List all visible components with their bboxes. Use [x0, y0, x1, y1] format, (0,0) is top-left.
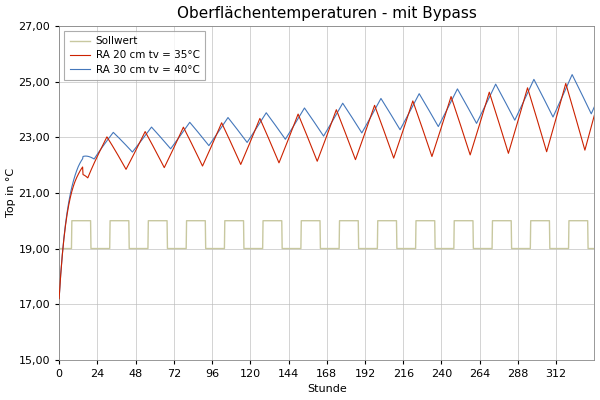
- RA 20 cm tv = 35°C: [56, 296, 63, 301]
- Line: Sollwert: Sollwert: [59, 221, 595, 248]
- RA 20 cm tv = 35°C: [419, 127, 427, 132]
- RA 30 cm tv = 40°C: [56, 296, 63, 301]
- Sollwert: [56, 246, 63, 251]
- RA 20 cm tv = 35°C: [506, 147, 513, 152]
- Sollwert: [565, 218, 572, 223]
- RA 30 cm tv = 40°C: [137, 140, 144, 144]
- Sollwert: [137, 246, 145, 251]
- RA 20 cm tv = 35°C: [482, 103, 489, 108]
- Sollwert: [506, 218, 514, 223]
- RA 20 cm tv = 35°C: [137, 139, 144, 144]
- Sollwert: [482, 246, 490, 251]
- RA 30 cm tv = 40°C: [506, 108, 513, 113]
- RA 30 cm tv = 40°C: [419, 97, 427, 102]
- Line: RA 30 cm tv = 40°C: RA 30 cm tv = 40°C: [59, 74, 595, 299]
- Sollwert: [419, 218, 427, 223]
- Legend: Sollwert, RA 20 cm tv = 35°C, RA 30 cm tv = 40°C: Sollwert, RA 20 cm tv = 35°C, RA 30 cm t…: [64, 31, 205, 80]
- RA 20 cm tv = 35°C: [591, 112, 598, 117]
- Sollwert: [68, 218, 76, 223]
- RA 30 cm tv = 40°C: [591, 104, 598, 109]
- RA 30 cm tv = 40°C: [565, 80, 572, 85]
- RA 20 cm tv = 35°C: [576, 129, 583, 134]
- RA 30 cm tv = 40°C: [482, 103, 489, 108]
- Sollwert: [591, 246, 598, 251]
- RA 30 cm tv = 40°C: [569, 72, 576, 77]
- Title: Oberflächentemperaturen - mit Bypass: Oberflächentemperaturen - mit Bypass: [177, 6, 477, 20]
- X-axis label: Stunde: Stunde: [307, 384, 347, 394]
- Line: RA 20 cm tv = 35°C: RA 20 cm tv = 35°C: [59, 84, 595, 299]
- Y-axis label: Top in °C: Top in °C: [5, 168, 16, 218]
- Sollwert: [576, 218, 583, 223]
- RA 30 cm tv = 40°C: [576, 88, 583, 92]
- RA 20 cm tv = 35°C: [562, 81, 569, 86]
- RA 20 cm tv = 35°C: [565, 92, 572, 97]
